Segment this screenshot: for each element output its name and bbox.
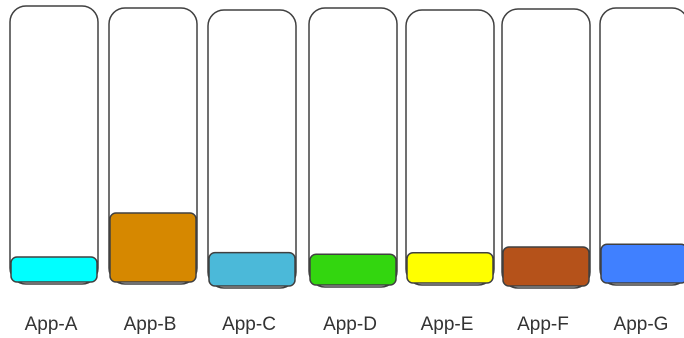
bar-app-g <box>600 243 684 284</box>
bar-track-app-d <box>308 7 398 288</box>
bar-app-d <box>309 253 397 286</box>
bar-app-f <box>502 246 590 287</box>
bar-track-app-f <box>501 8 591 289</box>
bar-track-app-g <box>599 7 684 286</box>
category-label-app-c: App-C <box>222 314 276 335</box>
labels-group: App-A App-B App-C App-D App-E App-F App-G <box>25 314 669 335</box>
bar-track-app-a <box>9 5 99 285</box>
bar-app-e <box>406 252 494 284</box>
category-label-app-e: App-E <box>421 314 474 335</box>
category-label-app-a: App-A <box>25 314 78 335</box>
category-label-app-g: App-G <box>614 314 669 335</box>
bars-group <box>9 5 684 289</box>
category-label-app-d: App-D <box>323 314 377 335</box>
bar-app-a <box>10 256 98 283</box>
bar-track-app-e <box>405 9 495 286</box>
category-label-app-f: App-F <box>517 314 569 335</box>
category-label-app-b: App-B <box>124 314 177 335</box>
bar-track-app-c <box>207 9 297 289</box>
bar-app-b <box>109 212 197 283</box>
bar-app-c <box>208 251 296 287</box>
